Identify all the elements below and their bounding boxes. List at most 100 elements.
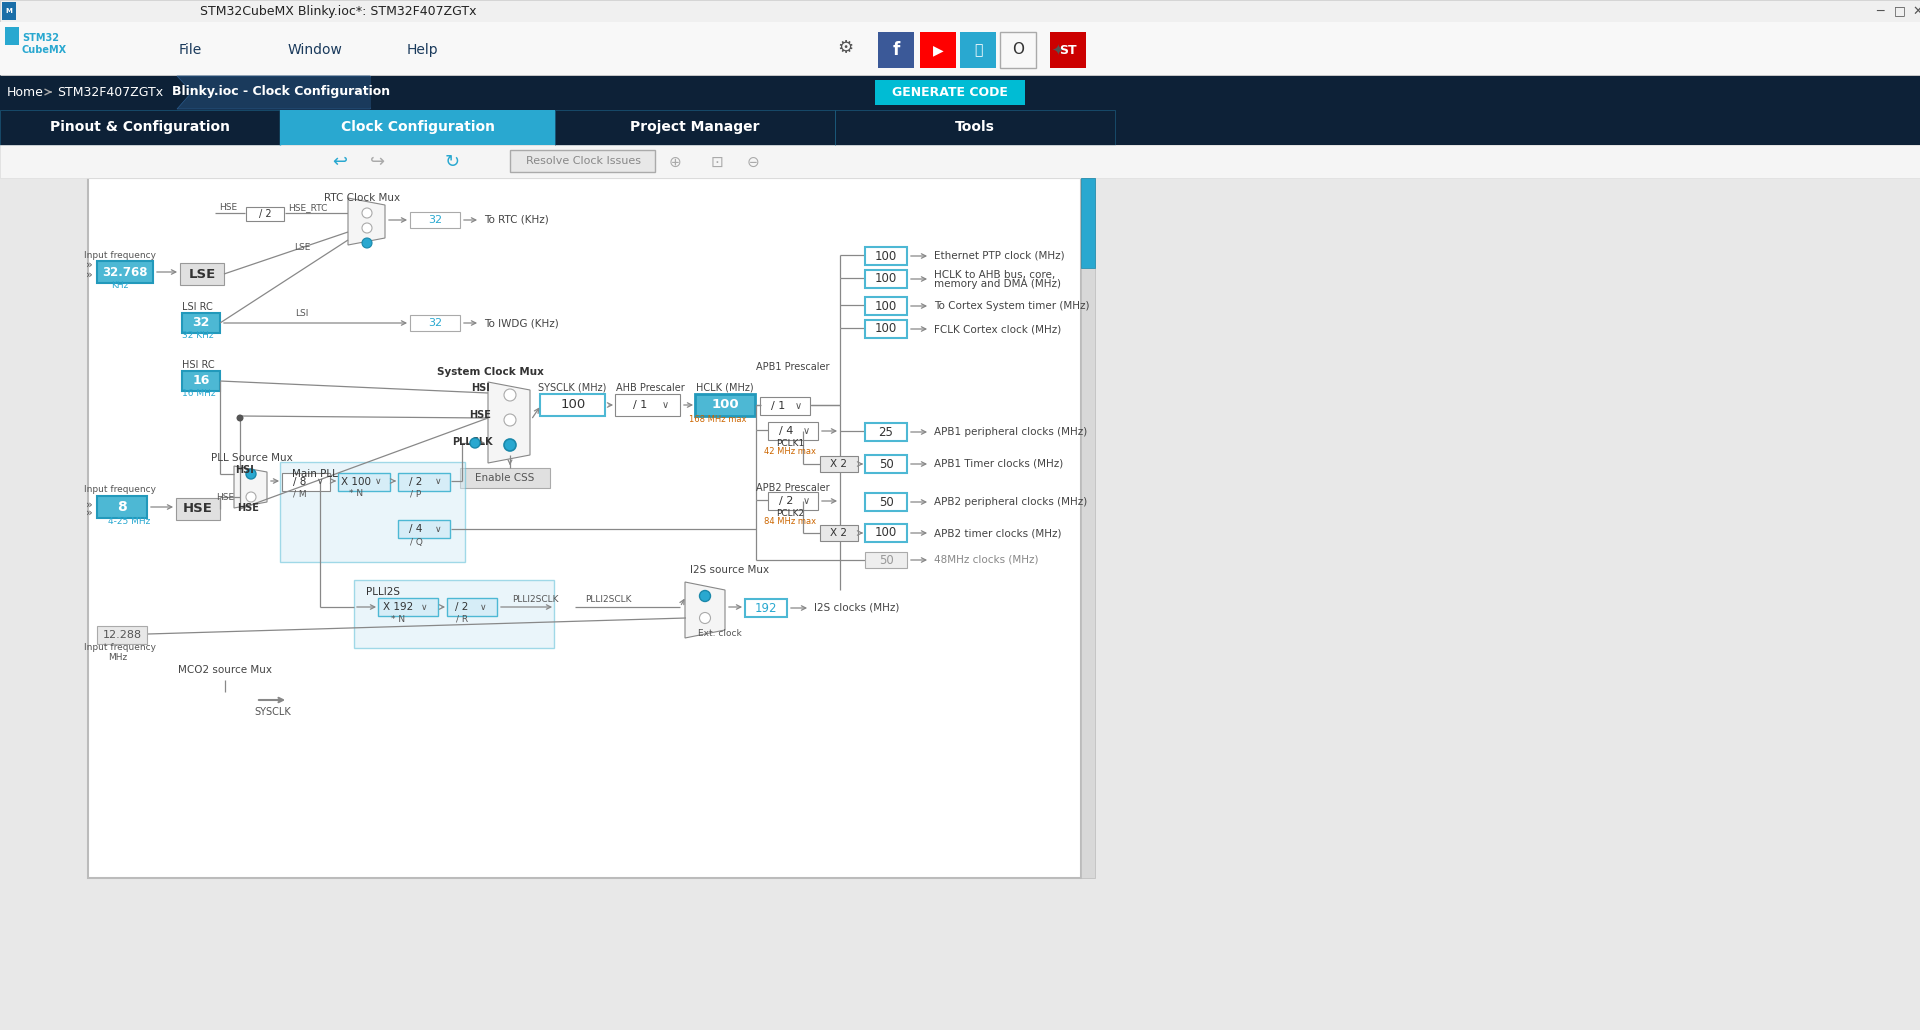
Text: ✦: ✦ xyxy=(1052,42,1064,58)
Text: ∨: ∨ xyxy=(434,524,442,534)
Circle shape xyxy=(246,469,255,479)
Bar xyxy=(866,297,906,315)
Text: HSE: HSE xyxy=(215,493,234,503)
Text: ∨: ∨ xyxy=(795,401,801,411)
Text: 100: 100 xyxy=(876,300,897,312)
Text: »: » xyxy=(86,260,92,270)
Polygon shape xyxy=(685,582,726,638)
Bar xyxy=(1050,32,1087,68)
Text: HSE: HSE xyxy=(219,204,236,212)
Text: PLLI2SCLK: PLLI2SCLK xyxy=(586,595,632,605)
Circle shape xyxy=(246,492,255,502)
Text: 100: 100 xyxy=(876,526,897,540)
Text: / 2: / 2 xyxy=(455,602,468,612)
Text: GENERATE CODE: GENERATE CODE xyxy=(893,85,1008,99)
Text: 100: 100 xyxy=(876,273,897,285)
Circle shape xyxy=(503,439,516,451)
Text: APB2 timer clocks (MHz): APB2 timer clocks (MHz) xyxy=(933,528,1062,538)
Circle shape xyxy=(363,208,372,218)
Bar xyxy=(246,207,284,221)
Text: HSI RC: HSI RC xyxy=(182,360,215,370)
Text: APB2 Prescaler: APB2 Prescaler xyxy=(756,483,829,493)
Bar xyxy=(1041,32,1075,68)
Bar xyxy=(1081,178,1094,268)
Bar xyxy=(511,150,655,172)
Text: ↻: ↻ xyxy=(444,153,459,171)
Bar xyxy=(866,270,906,288)
Text: 25: 25 xyxy=(879,425,893,439)
Text: ⊕: ⊕ xyxy=(668,154,682,170)
Bar xyxy=(280,110,555,145)
Bar xyxy=(835,110,1116,145)
Text: FCLK Cortex clock (MHz): FCLK Cortex clock (MHz) xyxy=(933,324,1062,334)
Bar xyxy=(1000,32,1037,68)
Bar xyxy=(411,315,461,331)
Text: 84 MHz max: 84 MHz max xyxy=(764,517,816,526)
Bar xyxy=(182,313,221,333)
Text: ∨: ∨ xyxy=(317,478,323,486)
Text: 32: 32 xyxy=(192,316,209,330)
Polygon shape xyxy=(234,466,267,508)
Bar xyxy=(461,468,549,488)
Bar xyxy=(820,456,858,472)
Text: Ethernet PTP clock (MHz): Ethernet PTP clock (MHz) xyxy=(933,251,1064,261)
Bar xyxy=(960,32,996,68)
Text: ⚙: ⚙ xyxy=(837,39,852,57)
Text: PLLI2SCLK: PLLI2SCLK xyxy=(513,595,559,605)
Text: / M: / M xyxy=(294,489,307,499)
Text: ∨: ∨ xyxy=(434,478,442,486)
Text: Project Manager: Project Manager xyxy=(630,121,760,134)
Bar xyxy=(282,473,330,491)
Bar xyxy=(177,497,221,520)
Text: / 1: / 1 xyxy=(634,400,647,410)
Text: / Q: / Q xyxy=(409,538,422,547)
Text: Clock Configuration: Clock Configuration xyxy=(342,121,495,134)
Bar xyxy=(98,496,148,518)
Text: f: f xyxy=(893,41,900,59)
Bar xyxy=(614,394,680,416)
Text: / 2: / 2 xyxy=(780,496,793,506)
Bar xyxy=(88,178,1081,878)
Text: I2S clocks (MHz): I2S clocks (MHz) xyxy=(814,603,899,613)
Text: X 192: X 192 xyxy=(382,602,413,612)
Text: M: M xyxy=(6,8,12,14)
Text: 100: 100 xyxy=(561,399,586,412)
Circle shape xyxy=(699,613,710,623)
Bar xyxy=(1081,178,1094,878)
Text: ✕: ✕ xyxy=(1912,4,1920,18)
Text: ⊡: ⊡ xyxy=(710,154,724,170)
Text: ∨: ∨ xyxy=(803,426,810,436)
Bar xyxy=(695,394,755,416)
Bar xyxy=(0,110,280,145)
Text: APB1 peripheral clocks (MHz): APB1 peripheral clocks (MHz) xyxy=(933,427,1087,437)
Text: ▶: ▶ xyxy=(933,43,943,57)
Text: 32: 32 xyxy=(428,215,442,225)
Text: X 2: X 2 xyxy=(831,528,847,538)
Text: 50: 50 xyxy=(879,495,893,509)
Bar xyxy=(876,80,1025,105)
Bar xyxy=(540,394,605,416)
Text: File: File xyxy=(179,43,202,57)
Text: 100: 100 xyxy=(710,399,739,412)
Text: Input frequency: Input frequency xyxy=(84,250,156,260)
Text: HCLK to AHB bus, core,: HCLK to AHB bus, core, xyxy=(933,270,1056,280)
Text: Main PLL: Main PLL xyxy=(292,469,338,479)
Polygon shape xyxy=(177,76,386,109)
Text: ─: ─ xyxy=(1876,4,1884,18)
Text: PLLI2S: PLLI2S xyxy=(367,587,399,597)
Text: 🐦: 🐦 xyxy=(973,43,983,57)
Text: LSE: LSE xyxy=(294,243,311,252)
Polygon shape xyxy=(348,198,386,245)
Text: To Cortex System timer (MHz): To Cortex System timer (MHz) xyxy=(933,301,1089,311)
Text: STM32CubeMX Blinky.ioc*: STM32F407ZGTx: STM32CubeMX Blinky.ioc*: STM32F407ZGTx xyxy=(200,4,476,18)
Bar xyxy=(411,212,461,228)
Bar xyxy=(180,263,225,285)
Polygon shape xyxy=(371,76,390,109)
Text: memory and DMA (MHz): memory and DMA (MHz) xyxy=(933,279,1062,289)
Bar xyxy=(0,22,1920,75)
Text: 168 MHz max: 168 MHz max xyxy=(689,414,747,423)
Text: * N: * N xyxy=(349,489,363,499)
Text: SYSCLK: SYSCLK xyxy=(255,707,292,717)
Text: LSE: LSE xyxy=(188,268,215,280)
Text: / 1: / 1 xyxy=(770,401,785,411)
